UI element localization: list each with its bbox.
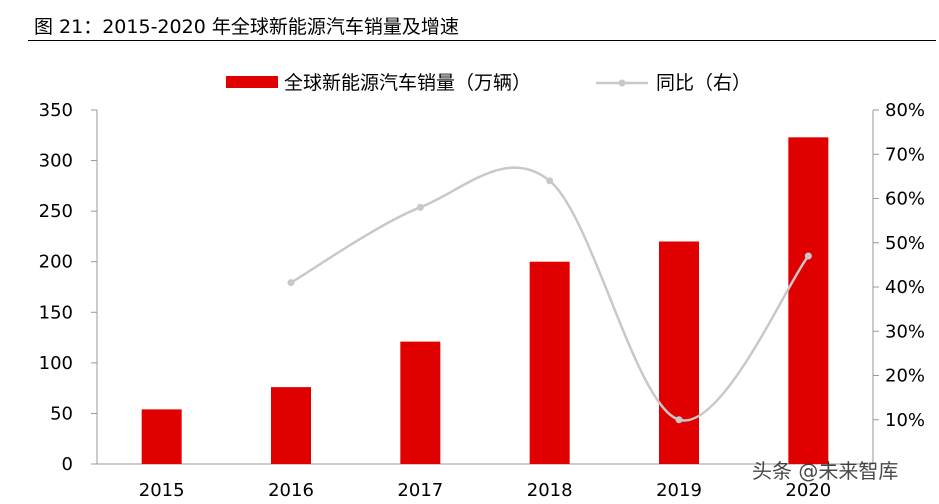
title-divider [28,40,936,41]
x-tick-label: 2020 [785,480,831,501]
y-right-tick-label: 80% [885,100,925,121]
x-tick-label: 2016 [268,480,314,501]
line-point [546,177,554,185]
x-tick-label: 2015 [139,480,185,501]
legend-swatch-bar [226,76,278,88]
bar [659,241,699,464]
y-right-tick-label: 70% [885,144,925,165]
y-right-tick-label: 60% [885,189,925,210]
line-point [675,416,683,424]
y-left-tick-label: 100 [39,353,73,374]
y-left-tick-label: 50 [50,403,73,424]
legend-swatch-marker [618,79,626,87]
y-right-tick-label: 40% [885,277,925,298]
bar [529,261,570,464]
y-left-tick-label: 150 [39,302,73,323]
y-left-tick-label: 250 [39,201,73,222]
bar [271,387,311,464]
y-right-tick-label: 10% [885,410,925,431]
legend-label-bar: 全球新能源汽车销量（万辆） [284,72,531,94]
y-right-tick-label: 30% [885,321,925,342]
watermark: 头条 @未来智库 [752,459,899,483]
legend-label-line: 同比（右） [656,72,751,94]
y-left-tick-label: 300 [39,151,73,172]
x-tick-label: 2019 [656,480,702,501]
line-point [804,252,812,260]
bar [400,341,441,464]
line-point [287,279,295,287]
bar [141,409,182,464]
chart-title: 图 21：2015-2020 年全球新能源汽车销量及增速 [34,16,459,38]
y-right-tick-label: 50% [885,233,925,254]
y-right-tick-label: 20% [885,366,925,387]
x-tick-label: 2018 [527,480,573,501]
line-point [416,203,424,211]
series-line [290,166,810,422]
bar [788,137,829,464]
y-left-tick-label: 350 [39,100,73,121]
y-left-tick-label: 200 [39,252,73,273]
x-tick-label: 2017 [397,480,443,501]
y-left-tick-label: 0 [62,454,73,475]
